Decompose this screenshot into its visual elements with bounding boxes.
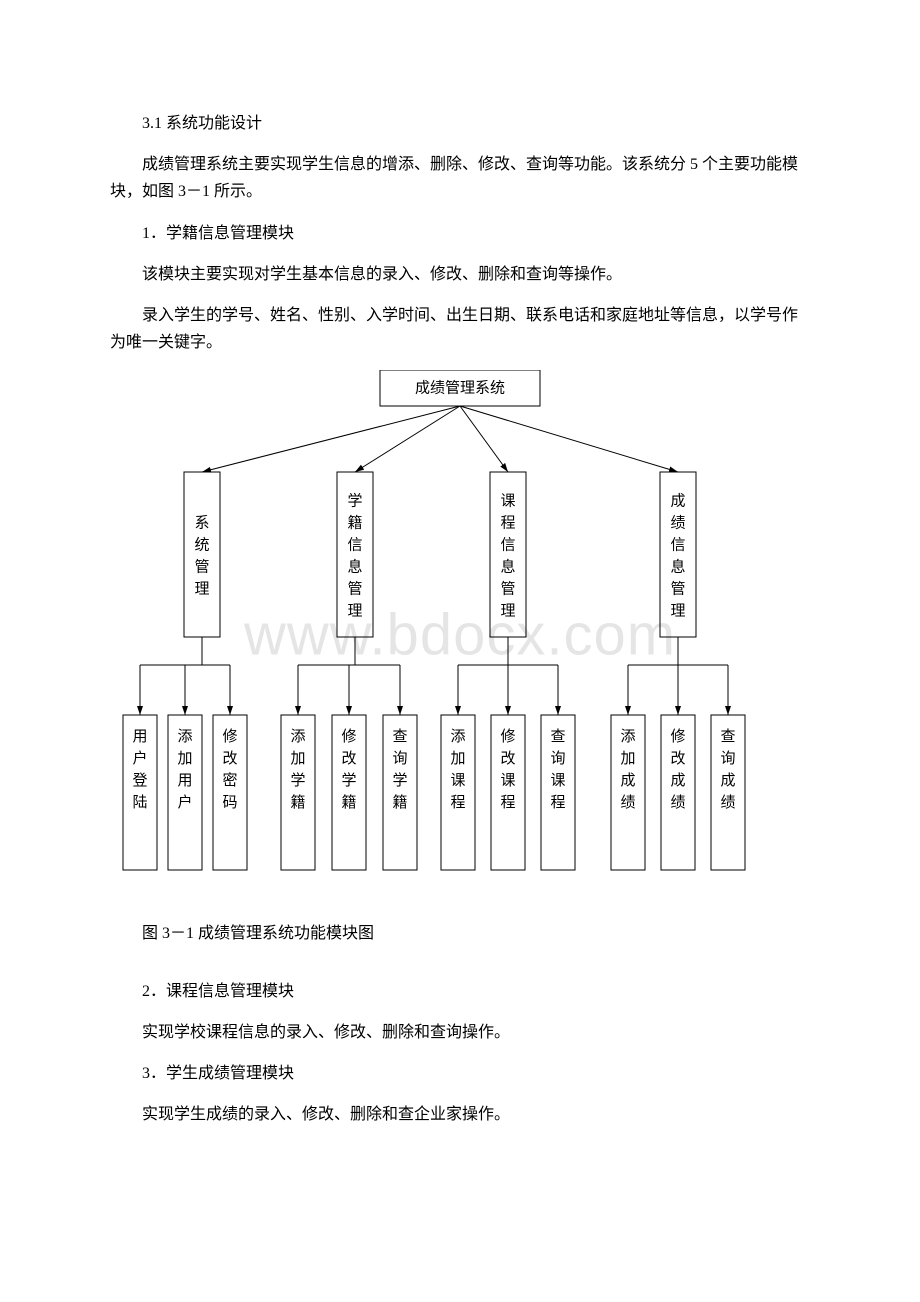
paragraph-8: 实现学生成绩的录入、修改、删除和查企业家操作。 xyxy=(110,1101,810,1128)
document-page: 3.1 系统功能设计 成绩管理系统主要实现学生信息的增添、删除、修改、查询等功能… xyxy=(0,0,920,1302)
figure-caption: 图 3－1 成绩管理系统功能模块图 xyxy=(110,920,810,947)
paragraph-3: 该模块主要实现对学生基本信息的录入、修改、删除和查询等操作。 xyxy=(110,261,810,288)
diagram-container: 成绩管理系统系统管理学籍信息管理课程信息管理成绩信息管理用户登陆添加用户修改密码… xyxy=(110,370,810,890)
paragraph-4: 录入学生的学号、姓名、性别、入学时间、出生日期、联系电话和家庭地址等信息，以学号… xyxy=(110,302,810,356)
paragraph-2: 1．学籍信息管理模块 xyxy=(110,220,810,247)
connector xyxy=(460,406,678,472)
connector xyxy=(460,406,508,472)
paragraph-6: 实现学校课程信息的录入、修改、删除和查询操作。 xyxy=(110,1019,810,1046)
root-label: 成绩管理系统 xyxy=(415,380,505,397)
paragraph-1: 成绩管理系统主要实现学生信息的增添、删除、修改、查询等功能。该系统分 5 个主要… xyxy=(110,151,810,205)
connector xyxy=(355,406,460,472)
org-tree-diagram: 成绩管理系统系统管理学籍信息管理课程信息管理成绩信息管理用户登陆添加用户修改密码… xyxy=(110,370,810,890)
paragraph-7: 3．学生成绩管理模块 xyxy=(110,1060,810,1087)
paragraph-5: 2．课程信息管理模块 xyxy=(110,978,810,1005)
section-heading: 3.1 系统功能设计 xyxy=(110,110,810,137)
l2-node xyxy=(184,472,220,637)
connector xyxy=(202,406,460,472)
